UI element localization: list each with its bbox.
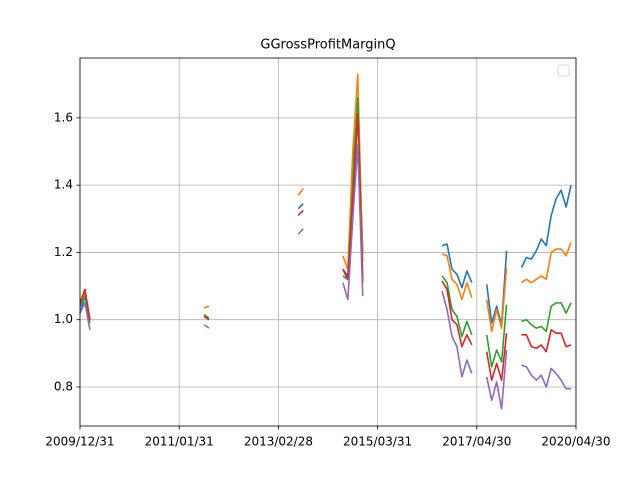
series-line — [79, 143, 572, 410]
x-tick-label: 2020/04/30 — [541, 435, 610, 449]
y-tick-label: 1.0 — [54, 312, 73, 326]
x-tick-label: 2009/12/31 — [45, 435, 114, 449]
x-tick-label: 2015/03/31 — [343, 435, 412, 449]
x-tick-label: 2017/04/30 — [442, 435, 511, 449]
y-tick-label: 1.2 — [54, 245, 73, 259]
chart-title: GGrossProfitMarginQ — [260, 38, 395, 53]
plot-frame — [79, 57, 577, 427]
x-tick-label: 2013/02/28 — [244, 435, 313, 449]
y-tick-label: 1.6 — [54, 110, 73, 124]
legend — [557, 64, 570, 77]
series-line — [79, 113, 572, 382]
y-tick-label: 0.8 — [54, 379, 73, 393]
x-tick-label: 2011/01/31 — [145, 435, 214, 449]
y-tick-label: 1.4 — [54, 178, 73, 192]
series-line — [79, 96, 572, 368]
